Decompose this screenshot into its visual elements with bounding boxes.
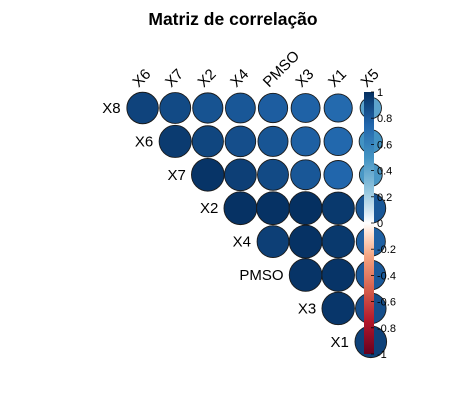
column-label-x3: X3 bbox=[292, 66, 317, 91]
cell-x6-pmso bbox=[257, 125, 289, 157]
cell-x4-x1 bbox=[321, 224, 355, 259]
row-label-x7: X7 bbox=[167, 167, 185, 184]
row-labels: X8 X6 X7 X2 X4 PMSO X3 X1 bbox=[102, 100, 349, 351]
cell-pmso-x1 bbox=[321, 258, 355, 292]
column-label-x2: X2 bbox=[195, 66, 220, 91]
row-label-x2: X2 bbox=[200, 200, 218, 217]
cell-x8-x7 bbox=[159, 92, 192, 124]
cell-x8-x3 bbox=[290, 93, 321, 123]
column-label-x1: X1 bbox=[325, 66, 350, 91]
colorbar-tick-label: -0.8 bbox=[377, 323, 396, 335]
cell-x8-x6 bbox=[126, 91, 159, 125]
row-label-pmso: PMSO bbox=[239, 267, 283, 284]
cell-pmso-x3 bbox=[288, 258, 323, 292]
colorbar-tick-label: 0.8 bbox=[377, 113, 392, 125]
cell-x7-x1 bbox=[323, 160, 353, 190]
cell-x2-pmso bbox=[256, 191, 290, 226]
cell-x2-x1 bbox=[321, 191, 355, 225]
cell-x7-x4 bbox=[224, 158, 257, 192]
cell-x7-pmso bbox=[257, 158, 289, 191]
colorbar-tick-label: 0.6 bbox=[377, 139, 392, 151]
colorbar-gradient bbox=[364, 92, 374, 354]
chart-title: Matriz de correlação bbox=[148, 9, 317, 29]
row-label-x4: X4 bbox=[233, 234, 251, 251]
colorbar-tick-label: 0 bbox=[377, 218, 383, 230]
colorbar-tick-label: -1 bbox=[377, 349, 387, 361]
cell-x8-x1 bbox=[323, 93, 353, 123]
cell-x7-x2 bbox=[191, 158, 225, 192]
cell-x2-x3 bbox=[288, 191, 323, 226]
cell-x7-x3 bbox=[290, 159, 321, 191]
cell-x8-pmso bbox=[257, 92, 289, 124]
column-label-x4: X4 bbox=[227, 66, 252, 91]
cell-x6-x3 bbox=[290, 126, 321, 157]
row-label-x3: X3 bbox=[298, 300, 316, 317]
colorbar-tick-label: 0.4 bbox=[377, 166, 392, 178]
cell-x2-x4 bbox=[223, 191, 258, 226]
cell-x8-x2 bbox=[192, 92, 224, 124]
cell-x6-x7 bbox=[158, 124, 192, 158]
colorbar-tick-label: -0.6 bbox=[377, 297, 396, 309]
cell-x3-x1 bbox=[321, 291, 355, 326]
colorbar-tick-label: -0.2 bbox=[377, 244, 396, 256]
colorbar: 1 0.8 0.6 0.4 0.2 0 -0.2 -0.4 -0.6 -0.8 -1 bbox=[364, 87, 396, 361]
cell-x6-x2 bbox=[191, 125, 224, 158]
correlation-cells bbox=[126, 91, 388, 359]
colorbar-tick-label: 1 bbox=[377, 87, 383, 99]
column-label-x6: X6 bbox=[129, 66, 154, 91]
row-label-x8: X8 bbox=[102, 100, 120, 117]
cell-x8-x4 bbox=[225, 92, 256, 124]
cell-x6-x1 bbox=[323, 126, 353, 157]
colorbar-tick-label: -0.4 bbox=[377, 270, 396, 282]
cell-x6-x4 bbox=[224, 125, 257, 158]
colorbar-tick-label: 0.2 bbox=[377, 192, 392, 204]
row-label-x1: X1 bbox=[330, 334, 348, 351]
cell-x4-x3 bbox=[288, 224, 323, 259]
cell-x4-pmso bbox=[256, 225, 290, 258]
column-label-x7: X7 bbox=[162, 66, 187, 91]
row-label-x6: X6 bbox=[135, 133, 153, 150]
